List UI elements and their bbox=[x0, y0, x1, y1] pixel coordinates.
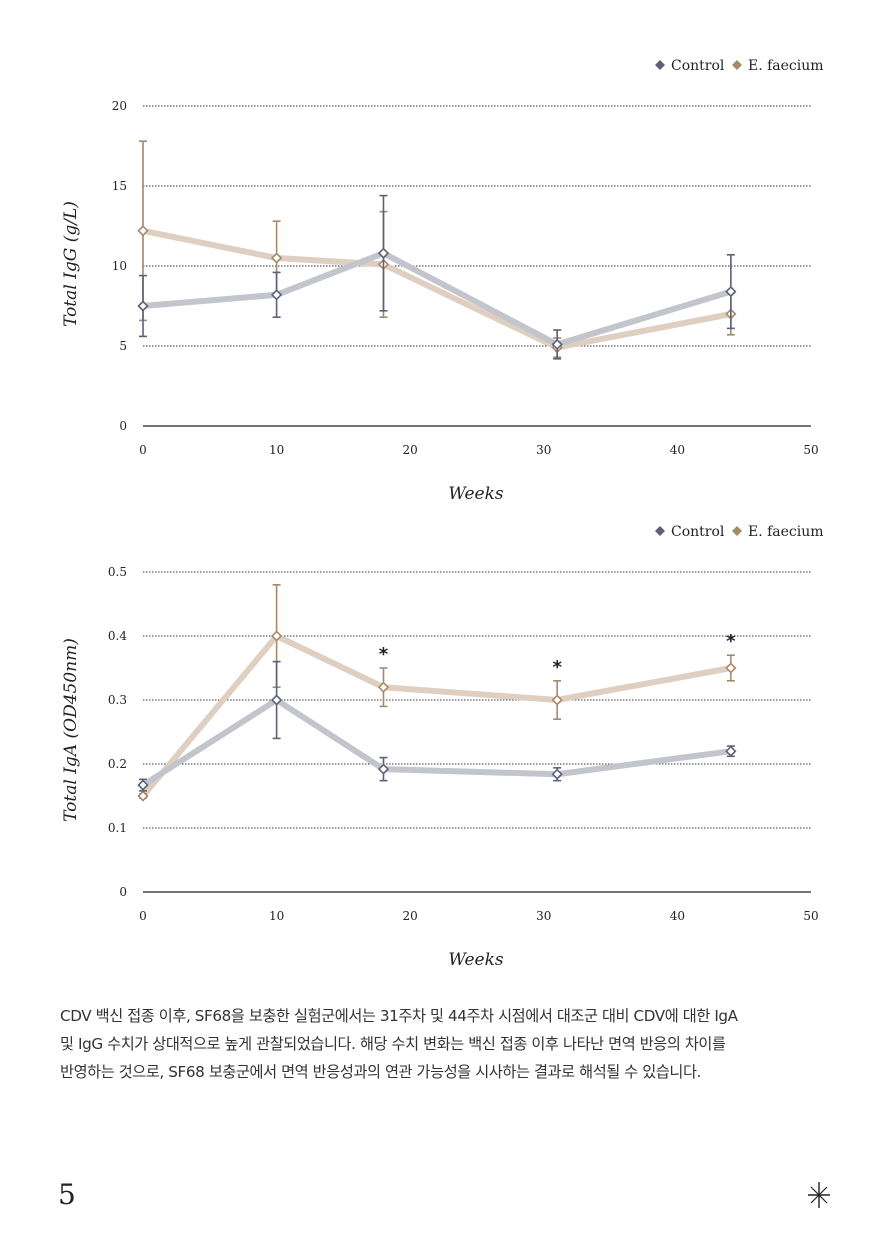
x-tick-label: 20 bbox=[403, 909, 418, 923]
legend-marker bbox=[732, 60, 742, 70]
data-point bbox=[270, 630, 283, 642]
y-tick-label: 0.2 bbox=[108, 757, 127, 771]
x-tick-label: 30 bbox=[536, 909, 551, 923]
legend-label: Control bbox=[671, 58, 725, 74]
x-tick-label: 50 bbox=[803, 443, 818, 457]
x-tick-label: 30 bbox=[536, 443, 551, 457]
data-point bbox=[725, 745, 737, 757]
y-tick-label: 0.1 bbox=[108, 821, 127, 835]
y-tick-label: 20 bbox=[112, 99, 127, 113]
y-tick-label: 0 bbox=[119, 419, 127, 433]
caption-line-1: CDV 백신 접종 이후, SF68을 보충한 실험군에서는 31주차 및 44… bbox=[60, 1007, 738, 1025]
legend-marker bbox=[732, 526, 742, 536]
x-axis-title: Weeks bbox=[448, 950, 504, 970]
series-line-control bbox=[140, 697, 734, 789]
y-tick-label: 0.4 bbox=[108, 629, 127, 643]
legend-marker bbox=[655, 60, 665, 70]
x-tick-label: 50 bbox=[803, 909, 818, 923]
x-tick-label: 40 bbox=[670, 443, 685, 457]
caption-line-3: 반영하는 것으로, SF68 보충군에서 면역 반응성과의 연관 가능성을 시사… bbox=[60, 1063, 701, 1081]
caption-text: CDV 백신 접종 이후, SF68을 보충한 실험군에서는 31주차 및 44… bbox=[60, 1002, 830, 1086]
series-line-e-faecium bbox=[140, 227, 734, 351]
x-tick-label: 40 bbox=[670, 909, 685, 923]
y-axis-title: Total IgG (g/L) bbox=[61, 201, 81, 327]
data-point bbox=[377, 763, 390, 775]
page-number: 5 bbox=[58, 1178, 76, 1211]
x-tick-label: 20 bbox=[403, 443, 418, 457]
data-point bbox=[551, 338, 563, 351]
y-tick-label: 15 bbox=[112, 179, 127, 193]
y-tick-label: 10 bbox=[112, 259, 127, 273]
x-tick-label: 10 bbox=[269, 443, 284, 457]
legend-label: Control bbox=[671, 524, 725, 540]
data-point bbox=[725, 662, 737, 674]
igg-chart: 0 5 10 15 20 0 10 20 30 40 50 Weeks Total IgG (g/L) C… bbox=[61, 58, 824, 504]
caption-line-2: 및 IgG 수치가 상대적으로 높게 관찰되었습니다. 해당 수치 변화는 백신… bbox=[60, 1035, 726, 1053]
y-tick-label: 0.3 bbox=[108, 693, 127, 707]
data-point bbox=[377, 247, 390, 259]
asterisk-star-icon bbox=[808, 1182, 830, 1208]
x-tick-label: 0 bbox=[139, 443, 147, 457]
y-tick-label: 0 bbox=[119, 885, 127, 899]
iga-chart: 0 0.1 0.2 0.3 0.4 0.5 0 10 20 30 40 50 Weeks Total Ig… bbox=[61, 524, 824, 970]
data-point bbox=[377, 681, 390, 693]
legend-label: E. faecium bbox=[748, 524, 824, 540]
data-point bbox=[551, 694, 563, 706]
x-tick-label: 10 bbox=[269, 909, 284, 923]
significance-marker: * bbox=[726, 631, 736, 652]
data-point bbox=[137, 790, 149, 802]
y-axis-title: Total IgA (OD450nm) bbox=[61, 638, 81, 822]
data-point bbox=[270, 289, 283, 301]
y-tick-label: 5 bbox=[119, 339, 127, 353]
data-point bbox=[137, 300, 149, 312]
data-point bbox=[137, 225, 149, 237]
data-point bbox=[725, 285, 737, 298]
data-point bbox=[270, 252, 283, 264]
y-tick-label: 0.5 bbox=[108, 565, 127, 579]
legend-marker bbox=[655, 526, 665, 536]
data-point bbox=[137, 779, 149, 791]
significance-marker: * bbox=[552, 657, 562, 678]
significance-marker: * bbox=[379, 644, 389, 665]
data-point bbox=[270, 694, 283, 706]
x-tick-label: 0 bbox=[139, 909, 147, 923]
data-point bbox=[551, 768, 563, 780]
legend-label: E. faecium bbox=[748, 58, 824, 74]
x-axis-title: Weeks bbox=[448, 484, 504, 504]
